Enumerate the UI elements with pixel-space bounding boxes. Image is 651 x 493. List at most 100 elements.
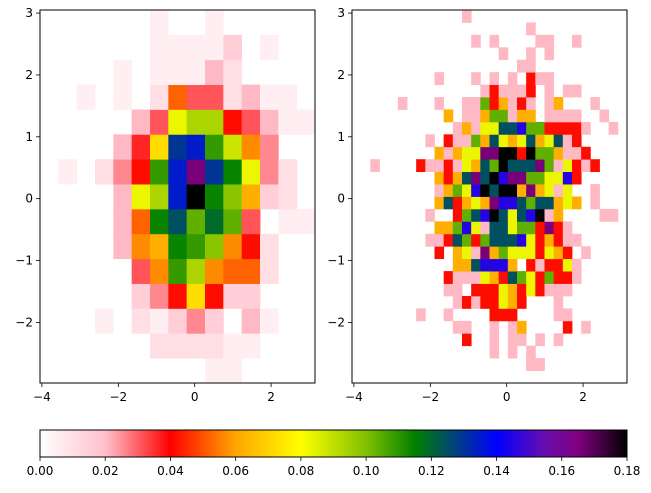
right-heatmap-cell (553, 233, 564, 247)
right-heatmap-cell (480, 184, 490, 197)
right-heatmap-cell (498, 258, 509, 272)
right-heatmap-cell (480, 171, 490, 185)
right-heatmap-cell (452, 246, 463, 260)
right-heatmap-cell (544, 171, 555, 185)
right-heatmap-cell (498, 221, 509, 235)
right-heatmap-cell (517, 233, 527, 247)
right-heatmap-cell (526, 258, 536, 272)
right-heatmap-cell (498, 233, 509, 247)
left-x-tick-label: 0 (191, 390, 199, 404)
right-heatmap-cell (572, 233, 582, 247)
right-heatmap-cell (572, 171, 582, 185)
right-heatmap-cell (489, 109, 500, 123)
right-heatmap-cell (590, 159, 600, 173)
right-heatmap-cell (480, 283, 490, 297)
left-heatmap-cell (168, 109, 188, 135)
right-heatmap-cell (553, 283, 564, 297)
right-heatmap-cell (471, 159, 481, 173)
right-heatmap-cell (544, 246, 555, 260)
right-heatmap-cell (507, 84, 518, 98)
right-heatmap-cell (553, 134, 564, 148)
right-heatmap-cell (507, 184, 518, 197)
right-heatmap-cell (462, 97, 472, 110)
right-heatmap-cell (535, 208, 545, 222)
right-heatmap-cell (443, 196, 454, 210)
left-heatmap-cell (205, 358, 224, 384)
right-heatmap-cell (498, 159, 509, 173)
right-heatmap-cell (471, 109, 481, 123)
right-heatmap-cell (517, 295, 527, 309)
right-y-axis: −2 −1 0 1 2 3 (327, 6, 352, 329)
right-heatmap-cell (590, 97, 600, 110)
right-heatmap-cell (471, 283, 481, 297)
left-heatmap-cell (168, 208, 188, 235)
left-heatmap-cell (113, 84, 133, 110)
right-heatmap-cell (507, 246, 518, 260)
right-heatmap-cell (452, 271, 463, 284)
right-heatmap-cell (434, 146, 445, 160)
colorbar-tick-label: 0.08 (288, 464, 315, 478)
left-heatmap-cell (278, 159, 298, 185)
right-heatmap-cell (434, 233, 445, 247)
right-heatmap-cell (480, 121, 490, 135)
right-heatmap-cell (471, 221, 481, 235)
right-heatmap-cell (452, 159, 463, 173)
right-heatmap-cell (562, 109, 573, 123)
right-heatmap-cell (553, 221, 564, 235)
right-heatmap-cell (553, 159, 564, 173)
right-heatmap-cell (489, 320, 500, 334)
right-heatmap-cell (434, 97, 445, 110)
right-heatmap-cell (443, 109, 454, 123)
left-heatmap-cell (205, 233, 224, 260)
right-heatmap-cell (489, 308, 500, 322)
right-y-tick-label: 0 (337, 192, 345, 206)
right-heatmap-cell (462, 134, 472, 148)
left-heatmap-cell (150, 10, 169, 36)
right-heatmap-cell (608, 121, 619, 135)
right-heatmap-cell (544, 271, 555, 284)
right-heatmap-cell (452, 184, 463, 197)
right-heatmap-cell (498, 171, 509, 185)
left-heatmap-cell (260, 308, 279, 334)
left-heatmap-cell (223, 208, 243, 235)
right-heatmap-cell (480, 97, 490, 110)
right-heatmap-cell (544, 184, 555, 197)
left-heatmap-cell (205, 84, 224, 110)
left-heatmap-cell (168, 59, 188, 85)
left-y-axis: −2 −1 0 1 2 3 (15, 6, 40, 329)
colorbar-tick-label: 0.06 (222, 464, 249, 478)
right-heatmap-cell (498, 308, 509, 322)
right-heatmap-cell (471, 258, 481, 272)
right-heatmap-cell (471, 97, 481, 110)
right-heatmap-cell (370, 159, 380, 173)
right-heatmap-cell (526, 358, 536, 371)
left-heatmap-cell (168, 159, 188, 185)
left-heatmap-cell (113, 134, 133, 160)
right-heatmap-cell (517, 84, 527, 98)
right-heatmap-cell (434, 72, 445, 85)
right-heatmap-cell (544, 208, 555, 222)
right-heatmap-cell (452, 146, 463, 160)
left-heatmap-cell (168, 233, 188, 260)
left-y-tick-label: 2 (25, 68, 33, 82)
colorbar-tick-label: 0.10 (353, 464, 380, 478)
left-x-axis: −4 −2 0 2 (33, 383, 275, 404)
left-heatmap-cell (186, 34, 206, 61)
right-heatmap-cell (498, 283, 509, 297)
right-heatmap-cell (480, 146, 490, 160)
right-heatmap-cell (471, 208, 481, 222)
right-heatmap-cell (517, 208, 527, 222)
left-heatmap-cell (205, 159, 224, 185)
right-heatmap-cell (526, 47, 536, 61)
left-heatmap-cell (205, 308, 224, 334)
right-heatmap-cell (526, 22, 536, 36)
left-heatmap-cell (186, 208, 206, 235)
right-x-axis: −4 −2 0 2 (345, 383, 587, 404)
colorbar-tick-label: 0.02 (92, 464, 119, 478)
right-heatmap-cell (443, 159, 454, 173)
right-heatmap-cell (434, 171, 445, 185)
right-heatmap-cell (562, 233, 573, 247)
left-heatmap-cell (241, 233, 261, 260)
right-heatmap-cell (526, 97, 536, 110)
right-heatmap-cell (489, 84, 500, 98)
